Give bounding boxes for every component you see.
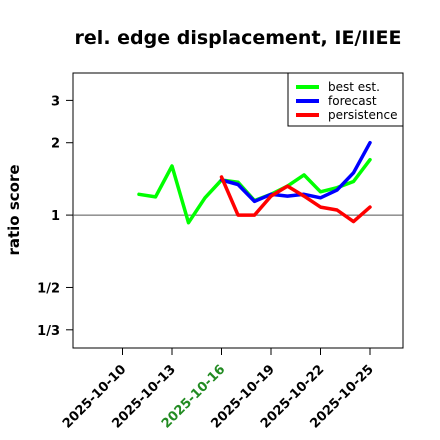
x-axis: 2025-10-102025-10-132025-10-162025-10-19… xyxy=(60,348,377,432)
y-tick-label: 1/2 xyxy=(37,281,60,296)
series-line-persistence xyxy=(219,175,372,224)
plot-frame xyxy=(72,72,404,349)
y-tick-label: 1 xyxy=(51,209,60,224)
y-axis: 3 2 1 1/2 1/3 xyxy=(37,94,73,339)
chart-title: rel. edge displacement, IE/IIEE xyxy=(75,27,402,49)
y-axis-label: ratio score xyxy=(5,164,23,255)
y-tick-label: 3 xyxy=(51,94,60,109)
legend-label: best est. xyxy=(328,80,380,94)
y-tick-label: 2 xyxy=(51,137,60,152)
series-line-forecast xyxy=(219,140,372,204)
series-layer xyxy=(137,140,372,225)
plot-area xyxy=(72,72,404,349)
legend-label: forecast xyxy=(328,94,377,108)
y-tick-label: 1/3 xyxy=(37,324,60,339)
legend-label: persistence xyxy=(328,108,397,122)
